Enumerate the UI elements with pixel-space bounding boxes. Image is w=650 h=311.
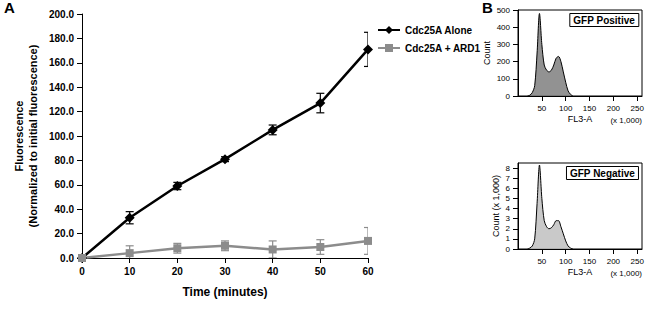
svg-text:4: 4 (506, 204, 511, 213)
svg-text:A: A (4, 0, 15, 16)
svg-text:100.0: 100.0 (49, 131, 74, 142)
svg-text:80.0: 80.0 (55, 155, 75, 166)
svg-text:150: 150 (583, 257, 597, 266)
svg-text:Count (x 1,000): Count (x 1,000) (491, 175, 501, 237)
svg-text:300: 300 (497, 40, 511, 49)
svg-text:B: B (482, 0, 493, 16)
svg-text:FL3-A: FL3-A (568, 267, 593, 277)
svg-text:Fluorescence: Fluorescence (13, 101, 25, 172)
svg-text:250: 250 (631, 104, 645, 113)
svg-text:6: 6 (506, 184, 511, 193)
svg-text:400: 400 (497, 23, 511, 32)
svg-text:30: 30 (219, 266, 231, 277)
svg-text:2: 2 (506, 224, 511, 233)
svg-text:GFP Positive: GFP Positive (573, 15, 635, 26)
svg-text:200.0: 200.0 (49, 9, 74, 20)
svg-text:1: 1 (506, 234, 511, 243)
svg-text:8: 8 (506, 164, 511, 173)
svg-text:100: 100 (497, 74, 511, 83)
svg-text:500: 500 (497, 6, 511, 15)
svg-text:120.0: 120.0 (49, 106, 74, 117)
svg-text:(x 1,000): (x 1,000) (610, 269, 642, 278)
svg-text:Count: Count (482, 41, 492, 66)
svg-text:(Normalized to initial fluores: (Normalized to initial fluorescence) (27, 44, 39, 227)
svg-text:100: 100 (559, 257, 573, 266)
svg-text:50: 50 (315, 266, 327, 277)
svg-text:Cdc25A Alone: Cdc25A Alone (405, 25, 472, 36)
svg-text:200: 200 (607, 104, 621, 113)
svg-text:100: 100 (559, 104, 573, 113)
svg-text:20: 20 (172, 266, 184, 277)
svg-text:160.0: 160.0 (49, 57, 74, 68)
svg-text:50: 50 (537, 104, 546, 113)
svg-text:180.0: 180.0 (49, 33, 74, 44)
svg-text:200: 200 (607, 257, 621, 266)
svg-text:40: 40 (267, 266, 279, 277)
svg-text:Time (minutes): Time (minutes) (182, 285, 267, 299)
svg-text:Cdc25A + ARD1: Cdc25A + ARD1 (405, 43, 481, 54)
svg-text:0.0: 0.0 (60, 253, 74, 264)
svg-text:20.0: 20.0 (55, 228, 75, 239)
svg-text:0: 0 (79, 266, 85, 277)
svg-text:50: 50 (537, 257, 546, 266)
svg-text:GFP Negative: GFP Negative (570, 168, 635, 179)
svg-text:FL3-A: FL3-A (568, 114, 593, 124)
svg-text:40.0: 40.0 (55, 204, 75, 215)
svg-text:60: 60 (362, 266, 374, 277)
svg-text:200: 200 (497, 57, 511, 66)
svg-text:60.0: 60.0 (55, 179, 75, 190)
svg-text:0: 0 (506, 245, 511, 254)
svg-text:140.0: 140.0 (49, 82, 74, 93)
svg-text:7: 7 (506, 174, 511, 183)
svg-text:3: 3 (506, 214, 511, 223)
svg-text:(x 1,000): (x 1,000) (610, 116, 642, 125)
svg-text:250: 250 (631, 257, 645, 266)
svg-text:10: 10 (124, 266, 136, 277)
svg-text:150: 150 (583, 104, 597, 113)
svg-text:5: 5 (506, 194, 511, 203)
svg-text:0: 0 (506, 92, 511, 101)
